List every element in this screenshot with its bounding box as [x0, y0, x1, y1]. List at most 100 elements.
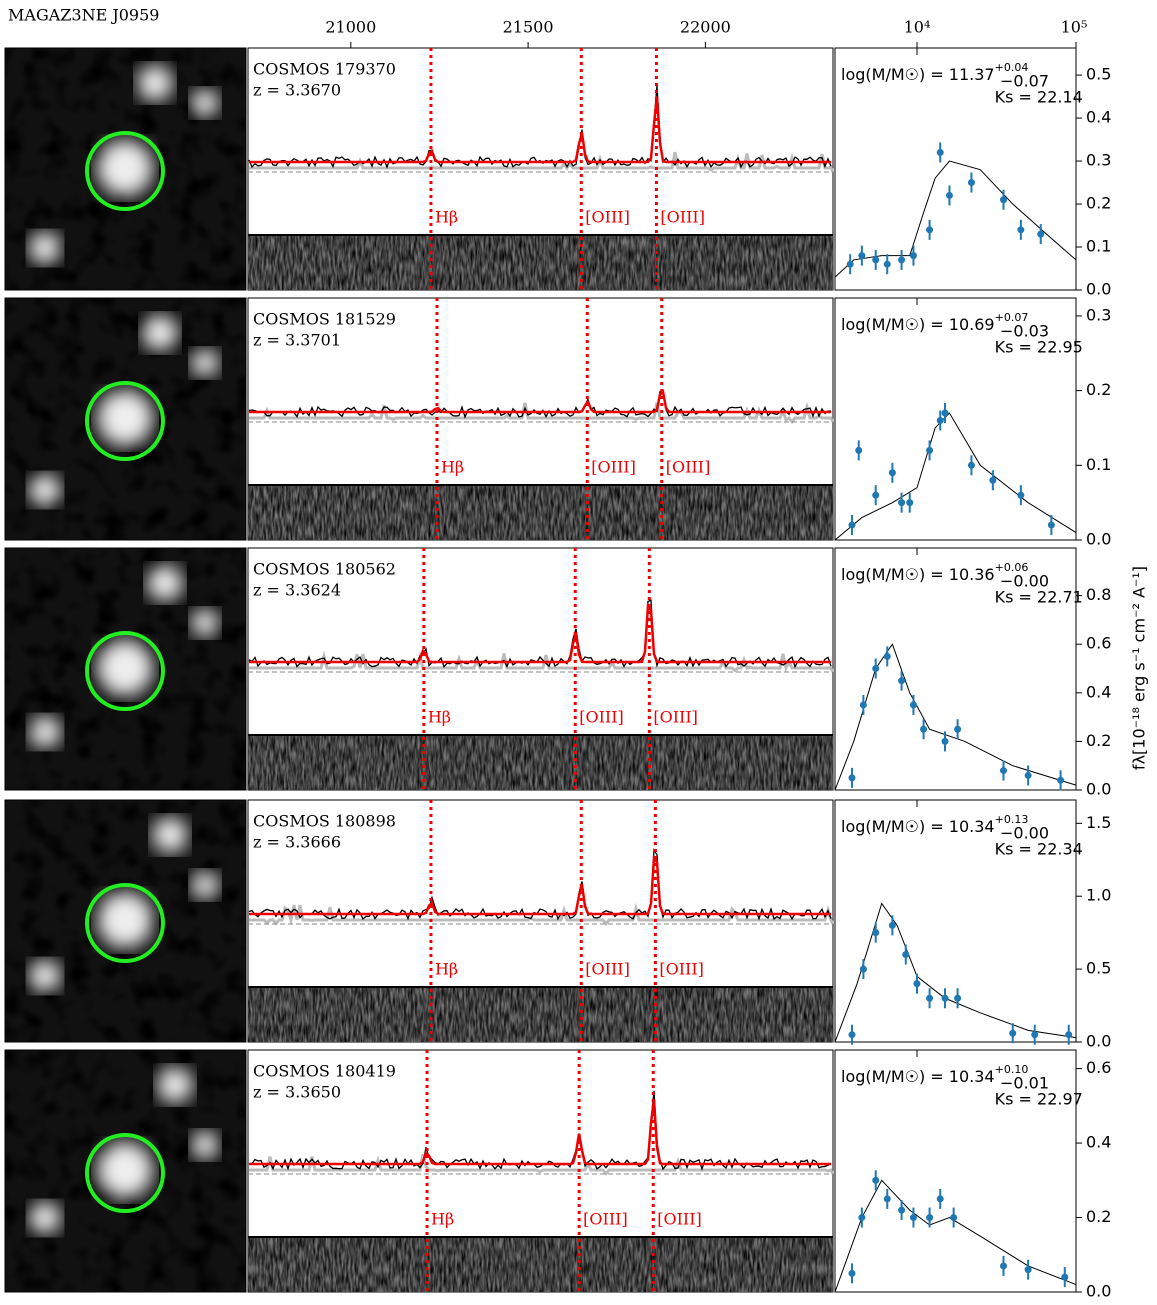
photometry-point: [941, 994, 949, 1002]
cutout-source: [191, 609, 219, 637]
spectrum-trace: [248, 1090, 832, 1171]
cutout-source: [142, 315, 178, 351]
photometry-point: [936, 1195, 944, 1203]
photometry-point: [848, 774, 856, 782]
photometry-point: [906, 499, 914, 507]
strip-noise: [248, 987, 833, 1042]
cutout-source: [97, 640, 153, 696]
cutout-frame: [4, 547, 247, 791]
cutout-source: [97, 140, 153, 196]
line-label: [OIII]: [653, 708, 698, 727]
photometry-point: [926, 226, 934, 234]
photometry-point: [909, 1214, 917, 1222]
sky-spectrum: [249, 902, 835, 927]
stellar-mass: log(M/M☉) = 10.34+0.13: [841, 813, 1028, 836]
sed-model: [834, 412, 1077, 541]
line-label: [OIII]: [659, 960, 704, 979]
x-tick-label: 10⁴: [904, 18, 931, 37]
photometry-point: [941, 737, 949, 745]
photometry-point: [1061, 1273, 1069, 1281]
cutout-source: [147, 565, 183, 601]
line-label: Hβ: [435, 208, 458, 227]
model-fit: [249, 1100, 831, 1166]
photometry-point: [1024, 771, 1032, 779]
redshift: z = 3.3666: [253, 833, 341, 852]
strip-noise: [248, 235, 833, 290]
cutout-source: [97, 892, 153, 948]
cutout-source: [29, 232, 61, 264]
photometry-point: [883, 260, 891, 268]
cutout-source: [191, 871, 219, 899]
photometry-point: [859, 701, 867, 709]
line-label: [OIII]: [579, 708, 624, 727]
stellar-mass-value: log(M/M☉) = 10.34: [841, 817, 995, 836]
sed-frame: [834, 799, 1077, 1043]
sky-spectrum: [249, 401, 835, 425]
line-label: [OIII]: [666, 458, 711, 477]
redshift: z = 3.3650: [253, 1083, 341, 1102]
y-tick-label: 0.3: [1086, 151, 1111, 170]
mass-error-minus: −0.00: [1000, 824, 1049, 843]
photometry-point: [920, 725, 928, 733]
cutout-source: [29, 716, 61, 748]
photometry-point: [926, 446, 934, 454]
sed-frame: [834, 47, 1077, 291]
ks-magnitude: Ks = 22.71: [995, 588, 1083, 607]
strip-noise: [248, 735, 833, 790]
y-tick-label: 0.4: [1086, 108, 1111, 127]
photometry-point: [898, 1206, 906, 1214]
cutout-source: [191, 349, 219, 377]
sed-model: [834, 160, 1077, 278]
photometry-point: [859, 965, 867, 973]
redshift: z = 3.3624: [253, 581, 341, 600]
mass-error-plus: +0.07: [995, 311, 1029, 324]
photometry-point: [898, 677, 906, 685]
object-name: COSMOS 179370: [253, 60, 396, 79]
photometry-point: [989, 476, 997, 484]
photometry-point: [1037, 230, 1045, 238]
sed-model: [834, 643, 1077, 791]
cutout-source: [29, 474, 61, 506]
object-name: COSMOS 180898: [253, 812, 396, 831]
y-tick-label: 0.5: [1086, 959, 1111, 978]
strip-noise: [248, 1237, 833, 1292]
photometry-point: [858, 252, 866, 260]
photometry-point: [1000, 1262, 1008, 1270]
x-tick-label: 10⁵: [1061, 18, 1088, 37]
photometry-point: [926, 994, 934, 1002]
cutout-frame: [4, 297, 247, 541]
photometry-point: [898, 499, 906, 507]
stellar-mass: log(M/M☉) = 10.36+0.06: [841, 561, 1028, 584]
line-label: Hβ: [435, 960, 458, 979]
y-tick-label: 0.0: [1086, 530, 1111, 549]
line-label: [OIII]: [591, 458, 636, 477]
cutout-source: [191, 89, 219, 117]
stellar-mass-value: log(M/M☉) = 10.34: [841, 1067, 995, 1086]
redshift: z = 3.3701: [253, 331, 341, 350]
cutout-frame: [4, 47, 247, 291]
aperture: [85, 883, 165, 963]
model-fit: [249, 854, 831, 916]
photometry-point: [902, 951, 910, 959]
photometry-point: [872, 256, 880, 264]
photometry-point: [936, 148, 944, 156]
mass-error-plus: +0.13: [995, 813, 1029, 826]
photometry-point: [846, 260, 854, 268]
photometry-point: [967, 179, 975, 187]
cutout-source: [191, 1131, 219, 1159]
line-label: Hβ: [441, 458, 464, 477]
model-fit: [249, 389, 831, 414]
photometry-point: [1024, 1266, 1032, 1274]
photometry-point: [950, 1214, 958, 1222]
photometry-point: [1047, 521, 1055, 529]
sky-spectrum: [249, 650, 835, 673]
cutout-frame: [4, 799, 247, 1043]
aperture: [85, 131, 165, 211]
object-name: COSMOS 181529: [253, 310, 396, 329]
ks-magnitude: Ks = 22.95: [995, 338, 1083, 357]
sky-spectrum: [249, 151, 835, 173]
y-tick-label: 0.6: [1086, 1058, 1111, 1077]
cutout-source: [97, 390, 153, 446]
cutout-source: [152, 817, 188, 853]
line-label: Hβ: [431, 1210, 454, 1229]
